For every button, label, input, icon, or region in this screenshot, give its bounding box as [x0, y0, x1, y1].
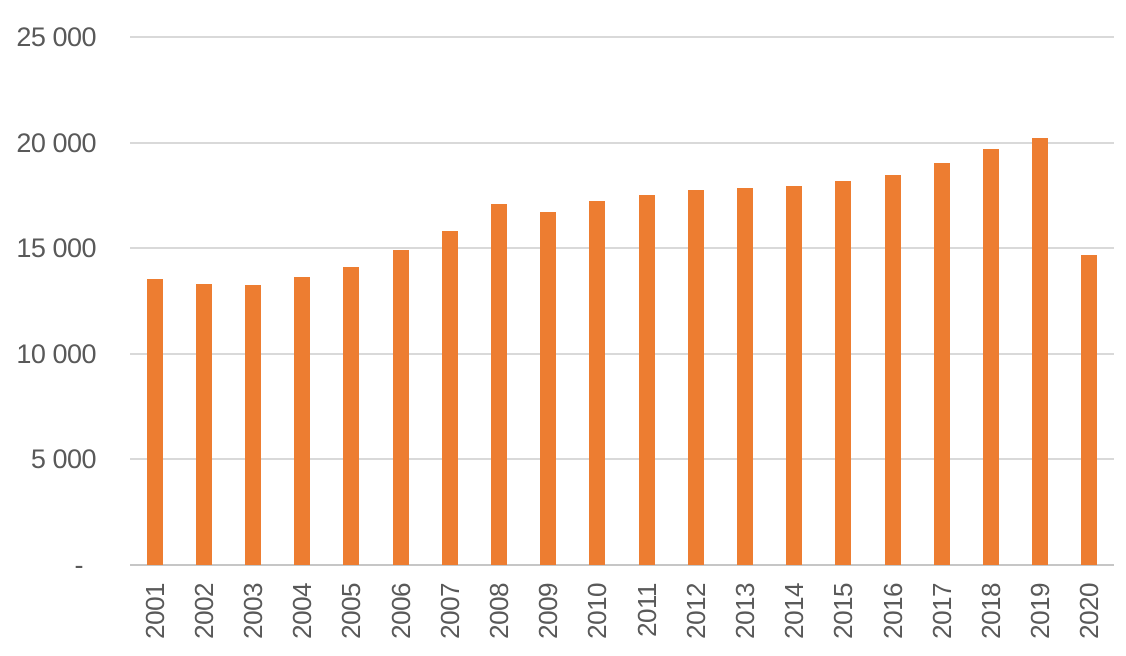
y-tick-label: - [74, 550, 84, 580]
x-tick-label: 2012 [680, 583, 711, 639]
y-tick-label: 15 000 [16, 233, 96, 264]
x-tick-label: 2013 [730, 583, 760, 639]
bar-2019 [1032, 138, 1049, 565]
x-tick-label: 2016 [877, 583, 908, 639]
y-tick-label: 5 000 [30, 444, 97, 475]
gridline [130, 36, 1114, 38]
x-tick-label: 2014 [779, 583, 810, 639]
x-tick-label: 2011 [631, 583, 662, 637]
bar-2013 [737, 188, 753, 565]
gridline [130, 247, 1114, 250]
x-tick-label: 2001 [139, 583, 170, 639]
x-axis-line [130, 564, 1114, 566]
bar-2004 [294, 276, 311, 565]
x-tick-label: 2020 [1074, 583, 1105, 639]
x-tick-label: 2008 [484, 583, 514, 639]
bar-2018 [983, 148, 999, 565]
x-tick-label: 2003 [238, 583, 268, 639]
bar-2010 [589, 200, 606, 565]
bar-2003 [245, 285, 261, 565]
y-tick-label: 25 000 [16, 22, 96, 52]
bar-2007 [441, 231, 458, 565]
bar-2008 [491, 203, 507, 565]
x-tick-label: 2004 [287, 583, 318, 639]
bar-2001 [146, 278, 163, 565]
gridline [130, 352, 1114, 355]
x-tick-label: 2007 [434, 583, 465, 639]
bar-2009 [540, 212, 557, 565]
y-tick-label: 10 000 [16, 338, 96, 369]
x-tick-label: 2019 [1025, 583, 1056, 639]
x-tick-label: 2015 [828, 583, 859, 639]
bar-2014 [786, 185, 803, 565]
gridline [130, 458, 1114, 461]
bar-2012 [687, 190, 704, 565]
bar-2020 [1081, 254, 1098, 565]
x-tick-label: 2006 [385, 583, 416, 639]
x-tick-label: 2009 [533, 583, 564, 639]
x-tick-label: 2018 [976, 583, 1006, 639]
x-tick-label: 2002 [188, 583, 219, 639]
bar-2017 [933, 162, 950, 565]
y-tick-label: 20 000 [16, 127, 96, 158]
bar-2006 [392, 250, 409, 565]
x-tick-label: 2010 [582, 583, 613, 639]
x-tick-label: 2005 [336, 583, 367, 639]
bar-2015 [835, 180, 852, 565]
gridline [130, 141, 1114, 144]
bar-2011 [638, 195, 655, 565]
bar-2005 [343, 267, 360, 565]
x-tick-label: 2017 [926, 583, 957, 639]
bar-2016 [884, 175, 901, 565]
bar-2002 [195, 284, 212, 565]
